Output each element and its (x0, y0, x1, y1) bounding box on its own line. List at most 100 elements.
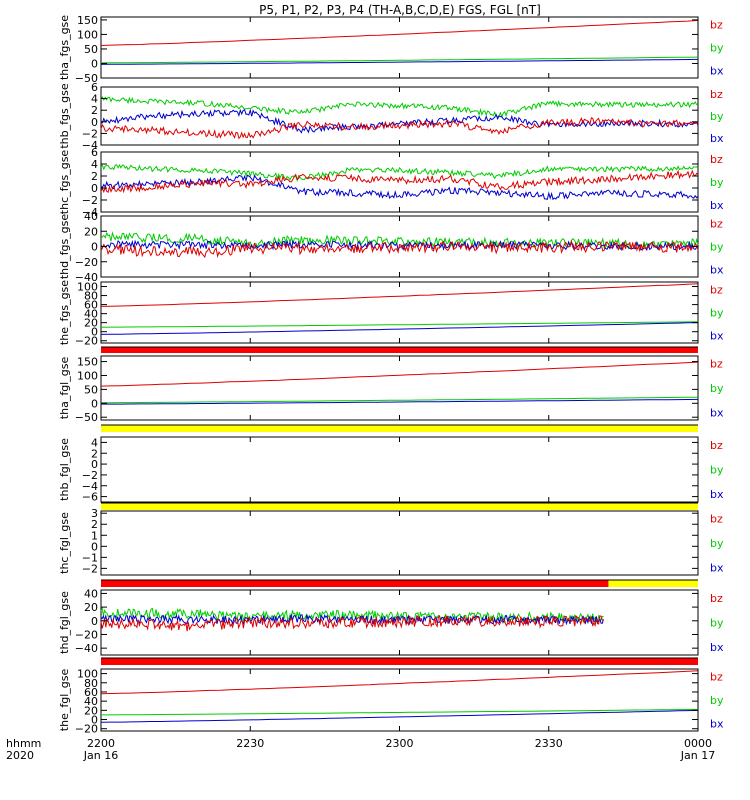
status-bar (101, 502, 698, 510)
y-tick-label: 2 (91, 104, 98, 117)
y-tick-label: −20 (75, 723, 98, 736)
x-tick-label: 2330 (535, 737, 563, 750)
legend-by: by (710, 307, 724, 320)
y-tick-label: 2 (91, 447, 98, 460)
y-tick-label: −2 (82, 469, 98, 482)
y-tick-label: 1 (91, 529, 98, 542)
y-tick-label: −6 (82, 491, 98, 504)
legend-bz: bz (710, 153, 723, 166)
legend-bz: bz (710, 358, 723, 371)
y-axis-label: thb_fgs_gse (58, 83, 71, 149)
panel-thb_fgl_gse: 420−2−4−6 thb_fgl_gse bz by bx (58, 436, 724, 503)
series-bz-line (100, 614, 604, 632)
y-axis-label: thc_fgl_gse (58, 512, 71, 574)
legend-by: by (710, 110, 724, 123)
y-tick-label: 0 (91, 458, 98, 471)
y-tick-label: 2 (91, 170, 98, 183)
y-tick-label: 0 (91, 116, 98, 129)
y-tick-label: 100 (77, 281, 98, 294)
y-tick-label: 100 (77, 668, 98, 681)
y-tick-label: −20 (75, 256, 98, 269)
y-tick-label: −2 (82, 562, 98, 575)
legend-bz: bz (710, 439, 723, 452)
status-bar (101, 346, 698, 353)
x-tick-label: 2200 (87, 737, 115, 750)
legend-bx: bx (710, 718, 724, 731)
panel-frame (100, 510, 699, 576)
y-tick-label: 0 (91, 326, 98, 339)
y-tick-label: 50 (84, 43, 98, 56)
status-segment-red (101, 658, 698, 665)
series-bz-line (100, 239, 699, 259)
status-bar (101, 579, 698, 587)
y-tick-label: 0 (91, 714, 98, 727)
series-bz-line (100, 169, 699, 194)
legend-bz: bz (710, 592, 723, 605)
y-tick-label: −4 (82, 139, 98, 152)
series-bz-line (100, 670, 699, 695)
y-tick-label: 0 (91, 182, 98, 195)
y-tick-label: 3 (91, 507, 98, 520)
panel-frame (100, 668, 699, 732)
time-row-label: hhmm (6, 737, 41, 750)
y-tick-label: −50 (75, 72, 98, 85)
y-tick-label: −40 (75, 271, 98, 284)
legend-bx: bx (710, 488, 724, 501)
y-tick-label: 0 (91, 615, 98, 628)
y-tick-label: 20 (84, 704, 98, 717)
series-bz-line (100, 19, 699, 46)
y-tick-label: −20 (75, 628, 98, 641)
legend-by: by (710, 241, 724, 254)
legend-bx: bx (710, 264, 724, 277)
status-segment-yellow (101, 425, 698, 432)
y-tick-label: 40 (84, 308, 98, 321)
series-bx-line (100, 58, 699, 65)
status-segment-red (101, 347, 698, 353)
legend-bz: bz (710, 670, 723, 683)
series-bx-line (100, 108, 699, 134)
x-tick-label: 2230 (236, 737, 264, 750)
y-tick-label: 150 (77, 356, 98, 369)
series-by-line (100, 56, 699, 64)
x-tick-label: 0000 (684, 737, 712, 750)
y-tick-label: 0 (91, 397, 98, 410)
legend-by: by (710, 42, 724, 55)
y-tick-label: 80 (84, 290, 98, 303)
x-tick-date-label: Jan 17 (680, 749, 715, 762)
y-tick-label: −50 (75, 411, 98, 424)
y-tick-label: 100 (77, 369, 98, 382)
y-tick-label: 6 (91, 146, 98, 159)
y-tick-label: 150 (77, 14, 98, 27)
y-axis-label: tha_fgs_gse (58, 15, 71, 80)
y-tick-label: 20 (84, 317, 98, 330)
series-by-line (100, 321, 699, 328)
y-tick-label: 0 (91, 540, 98, 553)
y-tick-label: 4 (91, 158, 98, 171)
date-row-label: 2020 (6, 749, 34, 762)
legend-bx: bx (710, 330, 724, 343)
series-bx-line (100, 613, 604, 626)
legend-by: by (710, 537, 724, 550)
y-axis-label: thb_fgl_gse (58, 438, 71, 501)
legend-bz: bz (710, 283, 723, 296)
status-segment-yellow (101, 503, 698, 510)
y-tick-label: −4 (82, 480, 98, 493)
y-tick-label: −2 (82, 127, 98, 140)
y-tick-label: −4 (82, 206, 98, 219)
y-tick-label: 4 (91, 436, 98, 449)
y-tick-label: −20 (75, 335, 98, 348)
y-axis-label: thc_fgs_gse (58, 150, 71, 215)
status-segment-yellow (608, 580, 698, 587)
legend-bx: bx (710, 406, 724, 419)
x-tick-label: 2300 (386, 737, 414, 750)
